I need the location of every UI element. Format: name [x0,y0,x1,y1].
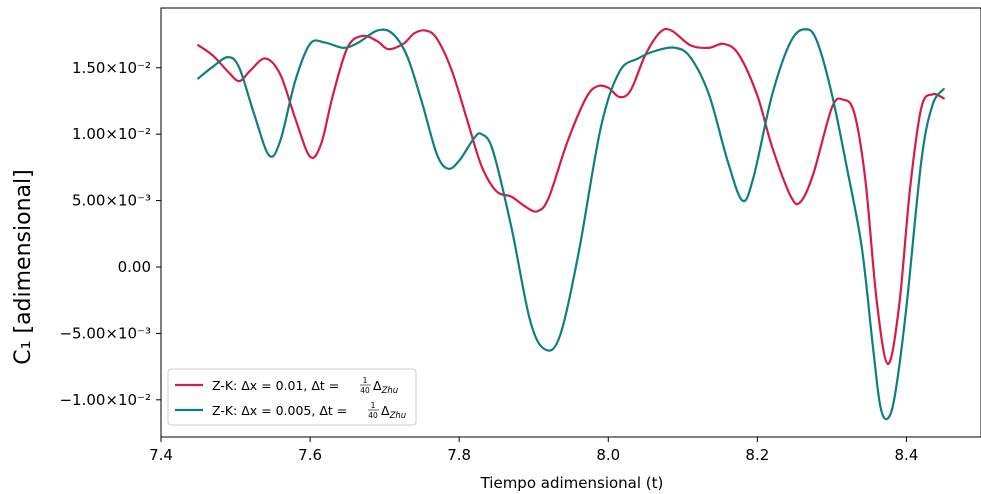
x-axis: 7.4 7.6 7.8 8.0 8.2 8.4 [149,437,918,464]
legend-frac-num-series-2: 1 [371,401,376,410]
x-tick-label: 7.4 [149,446,173,464]
y-axis: −1.00×10⁻² −5.00×10⁻³ 0.00 5.00×10⁻³ 1.00×10… [59,59,161,409]
series-line-1 [197,27,945,366]
y-axis-label: C₁ [adimensional] [11,169,36,364]
legend-box [167,368,417,426]
legend-label-series-1: Z-K: Δx = 0.01, Δt = [212,378,339,393]
y-tick-label: 1.50×10⁻² [72,59,151,77]
legend: Z-K: Δx = 0.01, Δt = 1 40 ΔZhu Z-K: Δx =… [167,368,417,426]
x-axis-label: Tiempo adimensional (t) [480,474,664,492]
x-tick-label: 7.8 [447,446,471,464]
series-line-2 [197,28,945,421]
x-tick-label: 7.6 [298,446,322,464]
x-tick-label: 8.0 [596,446,620,464]
x-tick-label: 8.2 [745,446,769,464]
y-tick-label: −1.00×10⁻² [59,391,151,409]
legend-frac-num-series-1: 1 [363,376,368,385]
y-tick-label: 5.00×10⁻³ [72,192,151,210]
legend-suffix-series-1: ΔZhu [373,378,398,396]
legend-label-series-2: Z-K: Δx = 0.005, Δt = [212,403,347,418]
legend-frac-den-series-2: 40 [368,411,378,420]
series-lines [197,27,945,421]
x-tick-label: 8.4 [895,446,919,464]
plot-area-frame [160,7,981,438]
legend-frac-den-series-1: 40 [360,386,370,395]
y-tick-label: 1.00×10⁻² [72,125,151,143]
legend-suffix-series-2: ΔZhu [381,403,406,421]
y-tick-label: 0.00 [118,258,151,276]
y-tick-label: −5.00×10⁻³ [59,324,151,342]
